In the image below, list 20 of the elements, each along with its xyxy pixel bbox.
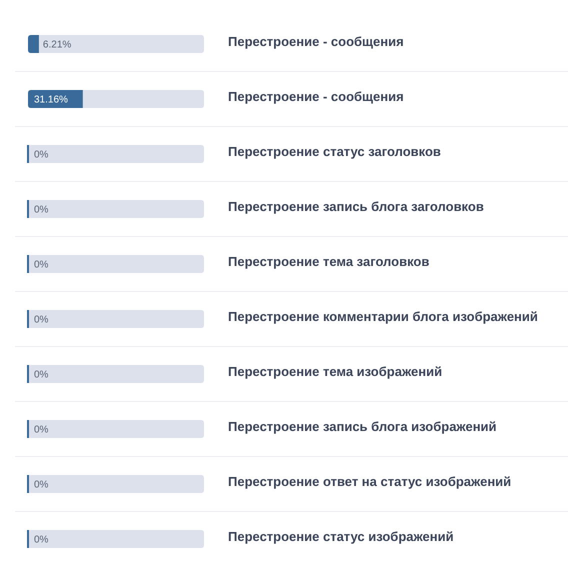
y-tick-label: Перестроение тема изображений — [228, 364, 442, 379]
data-label: 0% — [34, 150, 49, 160]
y-tick-label: Перестроение запись блога заголовков — [228, 199, 484, 214]
y-tick-label: Перестроение комментарии блога изображений — [228, 309, 538, 324]
y-tick-label: Перестроение тема заголовков — [228, 254, 430, 269]
data-label: 0% — [34, 424, 49, 436]
y-tick-label: Перестроение статус изображений — [228, 529, 454, 544]
y-tick-label: Перестроение - сообщения — [228, 34, 404, 49]
data-label: 31.16% — [34, 94, 68, 106]
data-label: 0% — [34, 534, 49, 546]
y-tick-label: Перестроение запись блога изображений — [228, 419, 497, 434]
data-label: 6.21% — [42, 40, 72, 50]
y-tick-label: Перестроение - сообщения — [228, 89, 404, 104]
y-tick-label: Перестроение ответ на статус изображений — [228, 474, 512, 489]
data-label: 0% — [34, 314, 49, 326]
y-tick-label: Перестроение статус заголовков — [228, 144, 441, 159]
data-label: 0% — [34, 370, 49, 380]
data-label: 0% — [34, 204, 49, 216]
data-label: 0% — [34, 480, 49, 490]
data-label: 0% — [34, 260, 49, 270]
